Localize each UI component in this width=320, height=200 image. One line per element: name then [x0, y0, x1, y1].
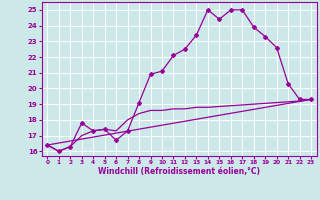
X-axis label: Windchill (Refroidissement éolien,°C): Windchill (Refroidissement éolien,°C) — [98, 167, 260, 176]
